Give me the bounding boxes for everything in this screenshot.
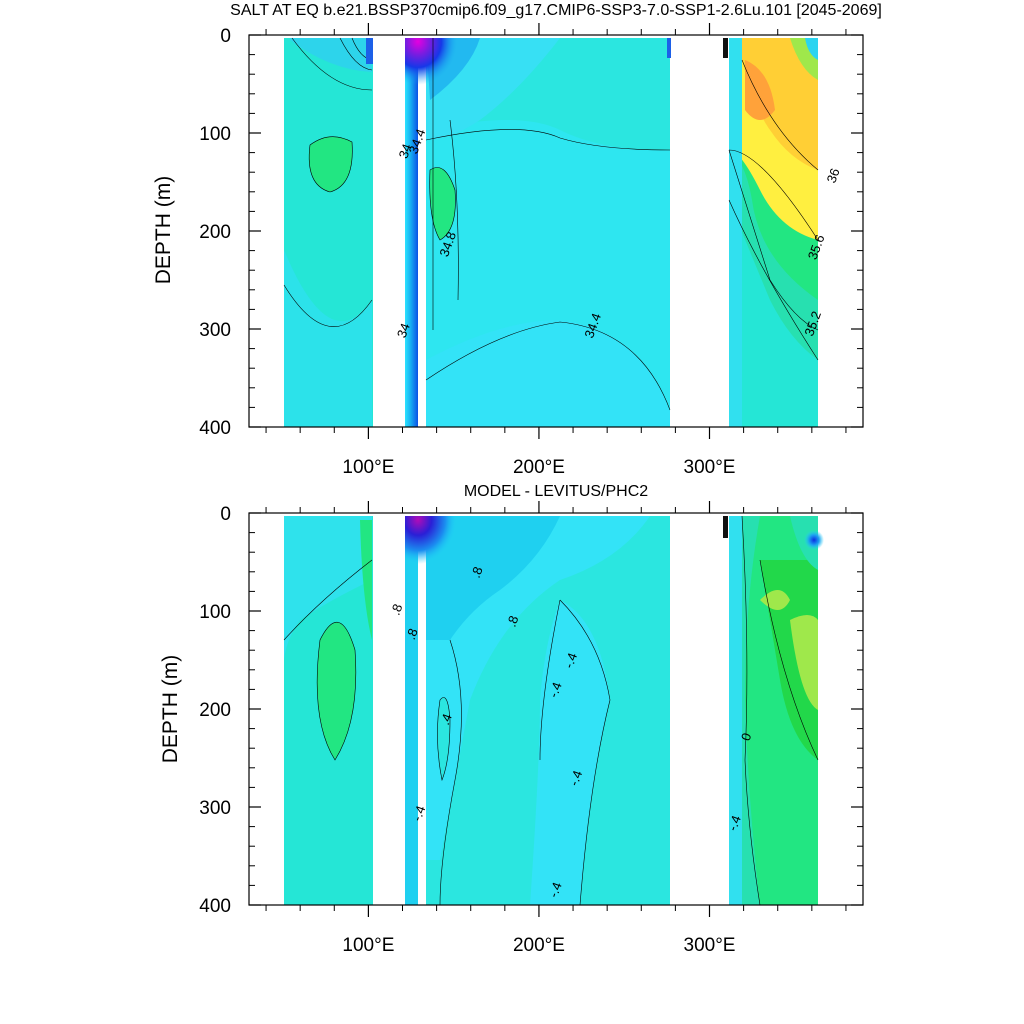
bottom-contour-label: -.4 (725, 813, 744, 832)
bottom-contour-label: 0 (738, 731, 755, 743)
bottom-contour-label: .4 (437, 712, 455, 727)
bottom-contour-label: .8 (388, 602, 406, 617)
top-contour-label: 36 (824, 166, 843, 185)
top-x-tick-label: 300°E (684, 457, 736, 478)
bottom-contour-label: .8 (504, 614, 522, 629)
top-y-tick-label: 0 (220, 26, 231, 47)
bottom-contour-label: .8 (403, 626, 421, 641)
top-contour-label: 34 (396, 142, 415, 161)
top-salinity-field (283, 37, 819, 427)
bottom-y-tick-label: 300 (199, 798, 231, 819)
bottom-x-tick-label: 200°E (513, 935, 565, 956)
bottom-difference-field (283, 515, 824, 906)
bottom-y-tick-label: 400 (199, 896, 231, 917)
top-y-tick-label: 200 (199, 222, 231, 243)
bottom-contour-label: -.4 (546, 880, 565, 899)
top-y-tick-label: 400 (199, 418, 231, 439)
bottom-y-tick-label: 200 (199, 700, 231, 721)
bottom-x-tick-label: 100°E (342, 935, 394, 956)
bottom-contour-label: -.4 (561, 651, 580, 670)
top-y-axis-label: DEPTH (m) (152, 176, 175, 285)
bottom-contour-labels: .8 .8 .8 .8 .4 -.4 -.4 -.4 -.4 -.4 -.4 0 (388, 565, 755, 900)
top-contour-label: 34 (394, 321, 413, 340)
top-x-tick-label: 100°E (342, 457, 394, 478)
top-y-tick-label: 300 (199, 320, 231, 341)
bottom-x-tick-label: 300°E (684, 935, 736, 956)
top-y-tick-label: 100 (199, 124, 231, 145)
top-axes: 0 100 200 300 400 100°E 200°E 300°E (199, 23, 864, 478)
bottom-contour-label: -.4 (409, 804, 428, 823)
bottom-y-tick-label: 100 (199, 602, 231, 623)
top-chart-title: SALT AT EQ b.e21.BSSP370cmip6.f09_g17.CM… (230, 2, 882, 19)
bottom-y-axis-label: DEPTH (m) (159, 655, 182, 764)
bottom-contour-label: -.4 (566, 768, 585, 787)
bottom-chart-title: MODEL - LEVITUS/PHC2 (464, 483, 648, 500)
bottom-y-tick-label: 0 (220, 504, 231, 525)
top-x-tick-label: 200°E (513, 457, 565, 478)
bottom-axes: 0 100 200 300 400 100°E 200°E 300°E (199, 501, 864, 956)
bottom-contour-label: -.4 (546, 680, 565, 699)
bottom-contour-label: .8 (468, 565, 486, 580)
